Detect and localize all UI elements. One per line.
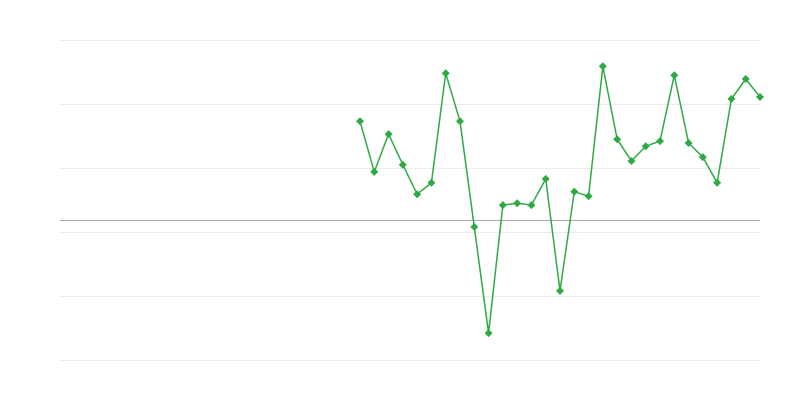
data-point bbox=[656, 137, 664, 146]
data-point bbox=[570, 187, 579, 196]
data-point bbox=[598, 62, 607, 71]
data-point bbox=[713, 178, 722, 187]
data-point bbox=[370, 167, 379, 176]
data-point bbox=[456, 117, 464, 126]
data-point bbox=[584, 192, 593, 201]
data-point bbox=[541, 174, 550, 183]
data-point bbox=[470, 222, 479, 231]
data-point bbox=[427, 178, 436, 187]
data-point bbox=[413, 190, 422, 199]
data-point bbox=[356, 117, 364, 126]
data-point bbox=[484, 329, 493, 338]
data-point bbox=[641, 142, 650, 151]
data-point bbox=[513, 199, 522, 208]
data-point bbox=[741, 75, 750, 84]
data-point bbox=[727, 94, 736, 103]
data-point bbox=[441, 69, 450, 78]
data-point bbox=[398, 160, 407, 169]
data-point bbox=[527, 201, 536, 210]
data-point bbox=[556, 286, 564, 295]
data-point bbox=[670, 71, 679, 80]
data-point bbox=[698, 153, 707, 162]
data-point bbox=[684, 139, 693, 148]
data-point bbox=[627, 156, 636, 165]
data-point bbox=[384, 130, 393, 139]
gridlines bbox=[60, 40, 760, 361]
data-point bbox=[756, 92, 764, 101]
data-point bbox=[613, 135, 622, 144]
series bbox=[356, 62, 764, 338]
data-point bbox=[498, 201, 507, 210]
